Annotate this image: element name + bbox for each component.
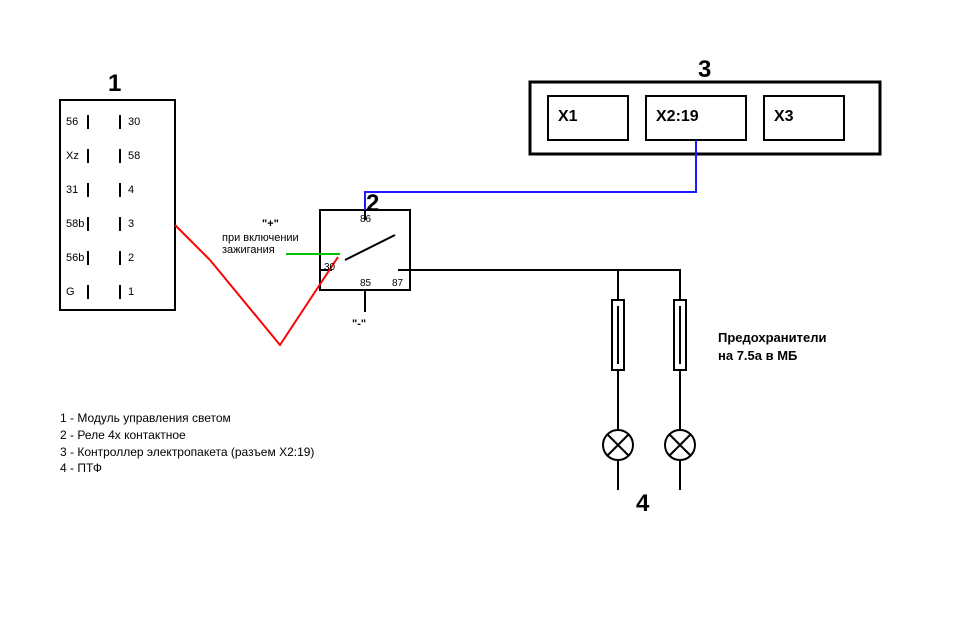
relay-minus: "-" <box>352 318 366 330</box>
module1-pin-left-5: G <box>66 286 75 298</box>
module1-pin-right-4: 2 <box>128 252 134 264</box>
connector3-cell-1: X2:19 <box>656 108 699 126</box>
legend-line-3: 3 - Контроллер электропакета (разъем Х2:… <box>60 444 314 461</box>
module1-pin-right-1: 58 <box>128 150 140 162</box>
connector3-cell-2: X3 <box>774 108 794 126</box>
relay-pin-30: 30 <box>324 262 335 273</box>
legend: 1 - Модуль управления светом 2 - Реле 4х… <box>60 410 314 477</box>
module1-pin-left-3: 58b <box>66 218 84 230</box>
connector3-number: 3 <box>698 56 711 84</box>
relay-pin-87: 87 <box>392 278 403 289</box>
connector3-cell-0: X1 <box>558 108 578 126</box>
module1-pin-left-1: Xz <box>66 150 79 162</box>
fuses-label1: Предохранители <box>718 330 826 345</box>
legend-line-4: 4 - ПТФ <box>60 460 314 477</box>
module1-pin-right-0: 30 <box>128 116 140 128</box>
fuses-label2: на 7.5а в МБ <box>718 348 797 363</box>
module1-pin-left-4: 56b <box>66 252 84 264</box>
module1-number: 1 <box>108 70 121 98</box>
relay-plus-sub1: при включении <box>222 232 299 244</box>
module1-pin-right-2: 4 <box>128 184 134 196</box>
legend-line-2: 2 - Реле 4х контактное <box>60 427 314 444</box>
relay-pin-86: 86 <box>360 214 371 225</box>
lamps-number: 4 <box>636 490 649 518</box>
module1-pin-left-0: 56 <box>66 116 78 128</box>
relay-plus: "+" <box>262 218 279 230</box>
module1-pin-left-2: 31 <box>66 184 78 196</box>
relay-plus-sub2: зажигания <box>222 244 275 256</box>
legend-line-1: 1 - Модуль управления светом <box>60 410 314 427</box>
module1-pin-right-3: 3 <box>128 218 134 230</box>
relay-pin-85: 85 <box>360 278 371 289</box>
module1-pin-right-5: 1 <box>128 286 134 298</box>
